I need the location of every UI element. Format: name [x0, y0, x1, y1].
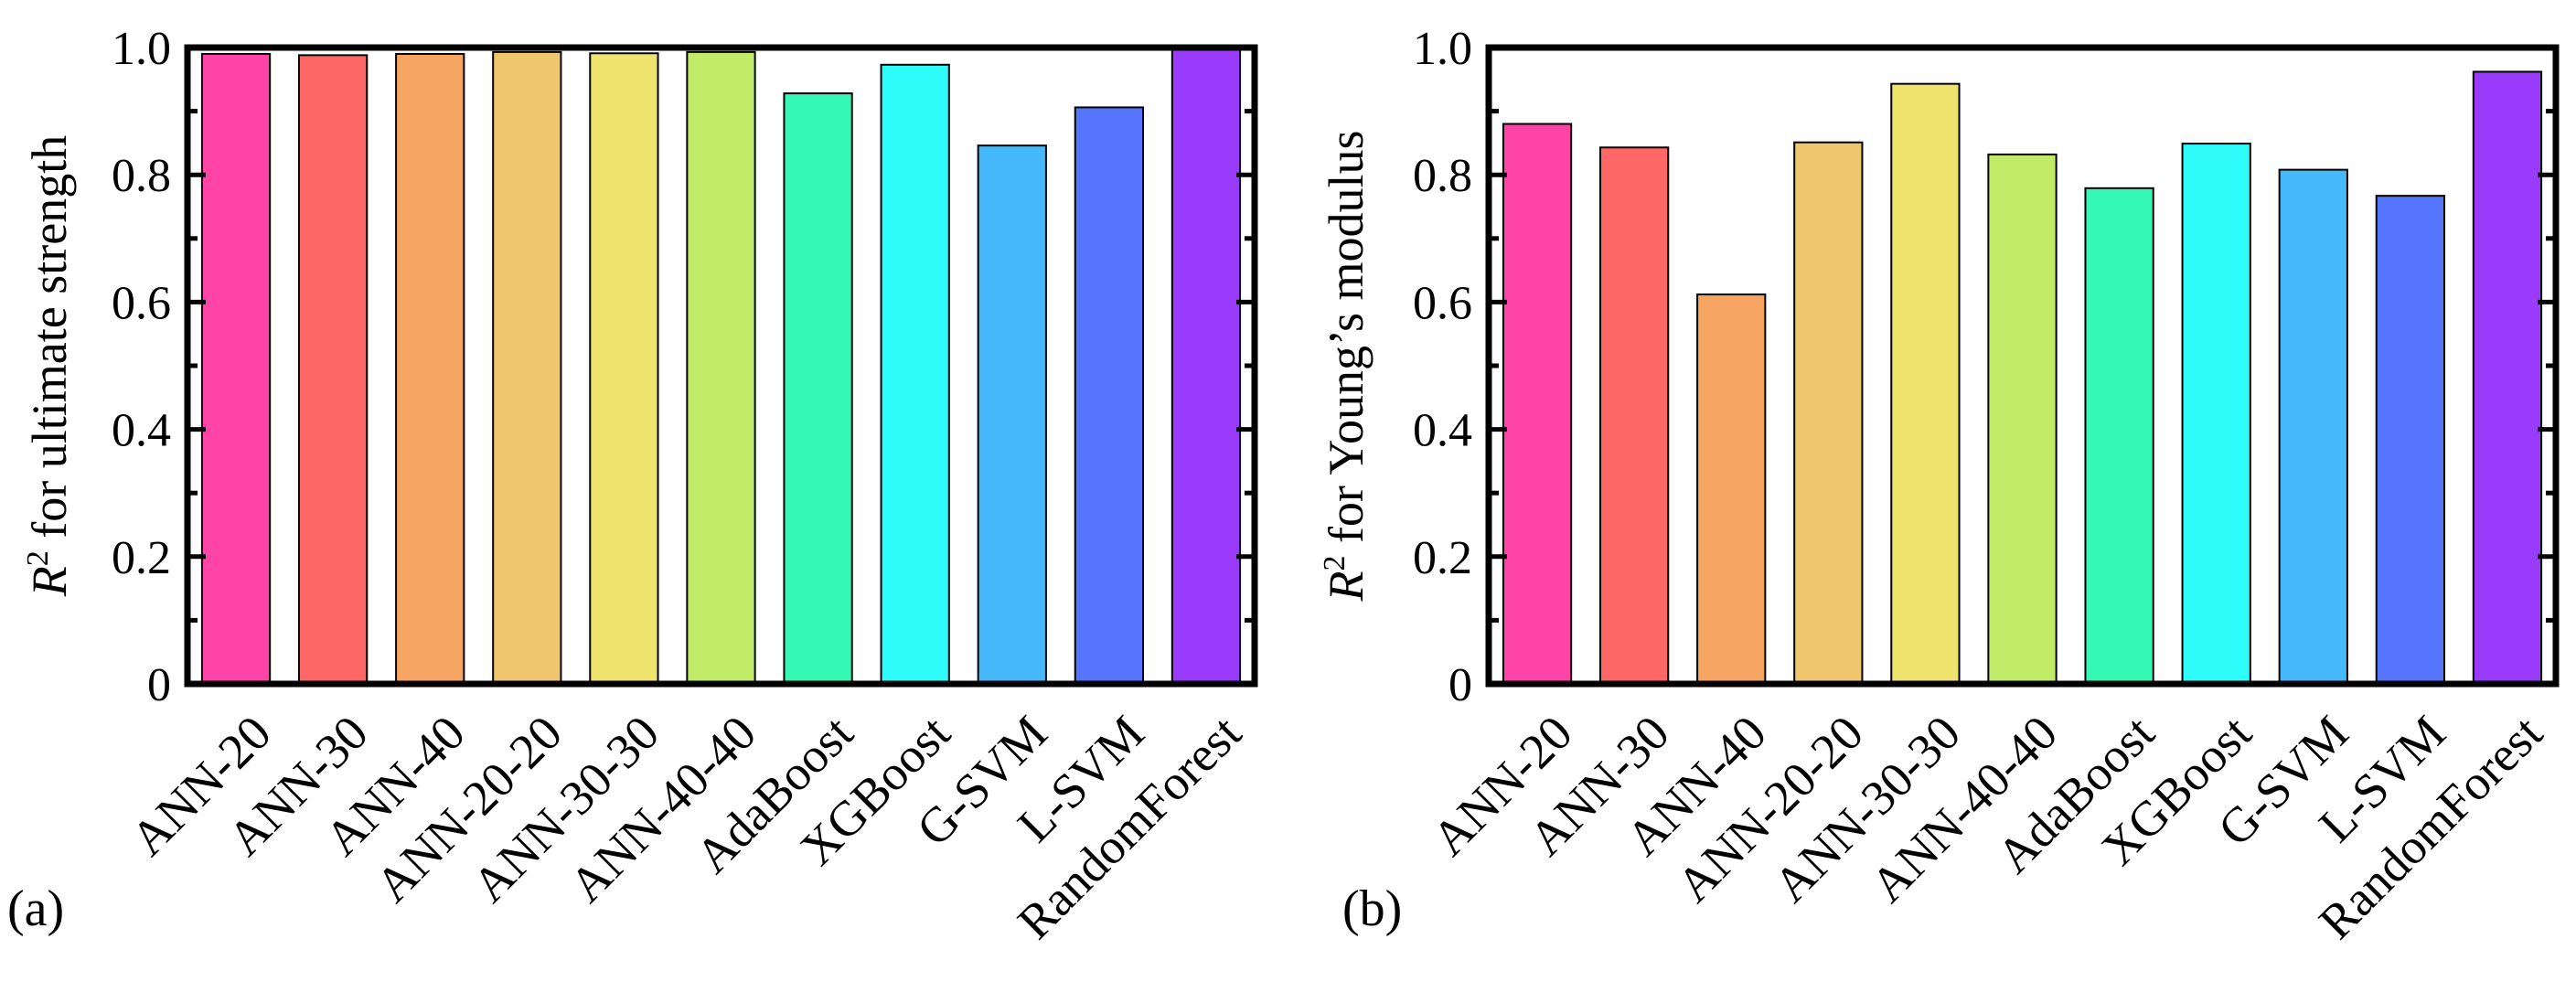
bar-randomforest [2472, 70, 2543, 685]
y-tick-label: 1.0 [1413, 23, 1472, 75]
chart-panel-b: 00.20.40.60.81.0ANN-20ANN-30ANN-40ANN-20… [1318, 23, 2560, 950]
bar-ann-40-40 [1987, 153, 2058, 686]
panel-label: (a) [7, 880, 64, 937]
bar-ann-30-30 [589, 52, 659, 686]
bar-l-svm [2375, 195, 2445, 685]
bar-xgboost [880, 63, 950, 686]
y-tick-label: 0.6 [112, 277, 171, 329]
y-tick-label: 0 [147, 659, 171, 711]
panel-label: (b) [1342, 880, 1402, 937]
bar-ann-40-40 [686, 50, 756, 685]
y-tick-label: 0.4 [112, 405, 171, 457]
bar-randomforest [1170, 47, 1242, 685]
bar-g-svm [2278, 168, 2348, 685]
y-tick-label: 0.8 [112, 150, 171, 202]
y-tick-label: 0.6 [1413, 277, 1472, 329]
y-axis-label-superscript: 2 [1318, 556, 1352, 571]
bar-ann-40 [1696, 293, 1767, 685]
bar-ann-30 [1599, 146, 1670, 686]
y-axis-label: R2 for Young’s modulus [1318, 130, 1374, 602]
bar-l-svm [1074, 106, 1144, 685]
y-axis-label-superscript: 2 [21, 550, 55, 566]
y-axis-label-text: for Young’s modulus [1319, 130, 1374, 555]
y-axis-label-symbol: R [22, 566, 77, 597]
y-axis-label: R2 for ultimate strength [21, 135, 77, 597]
bar-ann-30 [298, 54, 369, 686]
bar-adaboost [783, 92, 853, 685]
bar-ann-20 [200, 52, 272, 685]
y-axis-label-text: for ultimate strength [22, 135, 77, 550]
bar-ann-20-20 [1793, 141, 1864, 686]
bar-ann-20 [1502, 123, 1573, 685]
bar-ann-40 [395, 52, 465, 685]
y-tick-label: 1.0 [112, 23, 171, 75]
y-tick-label: 0.4 [1413, 405, 1472, 457]
y-tick-label: 0.8 [1413, 150, 1472, 202]
chart-panel-a: 00.20.40.60.81.0ANN-20ANN-30ANN-40ANN-20… [7, 23, 1258, 950]
bar-adaboost [2084, 187, 2154, 686]
y-tick-label: 0.2 [1413, 532, 1472, 584]
bar-xgboost [2181, 143, 2251, 685]
y-axis-label-symbol: R [1319, 571, 1374, 603]
y-tick-label: 0.2 [112, 532, 171, 584]
bar-g-svm [977, 144, 1047, 685]
y-tick-label: 0 [1448, 659, 1472, 711]
bar-ann-20-20 [492, 50, 562, 685]
bar-ann-30-30 [1890, 82, 1961, 685]
